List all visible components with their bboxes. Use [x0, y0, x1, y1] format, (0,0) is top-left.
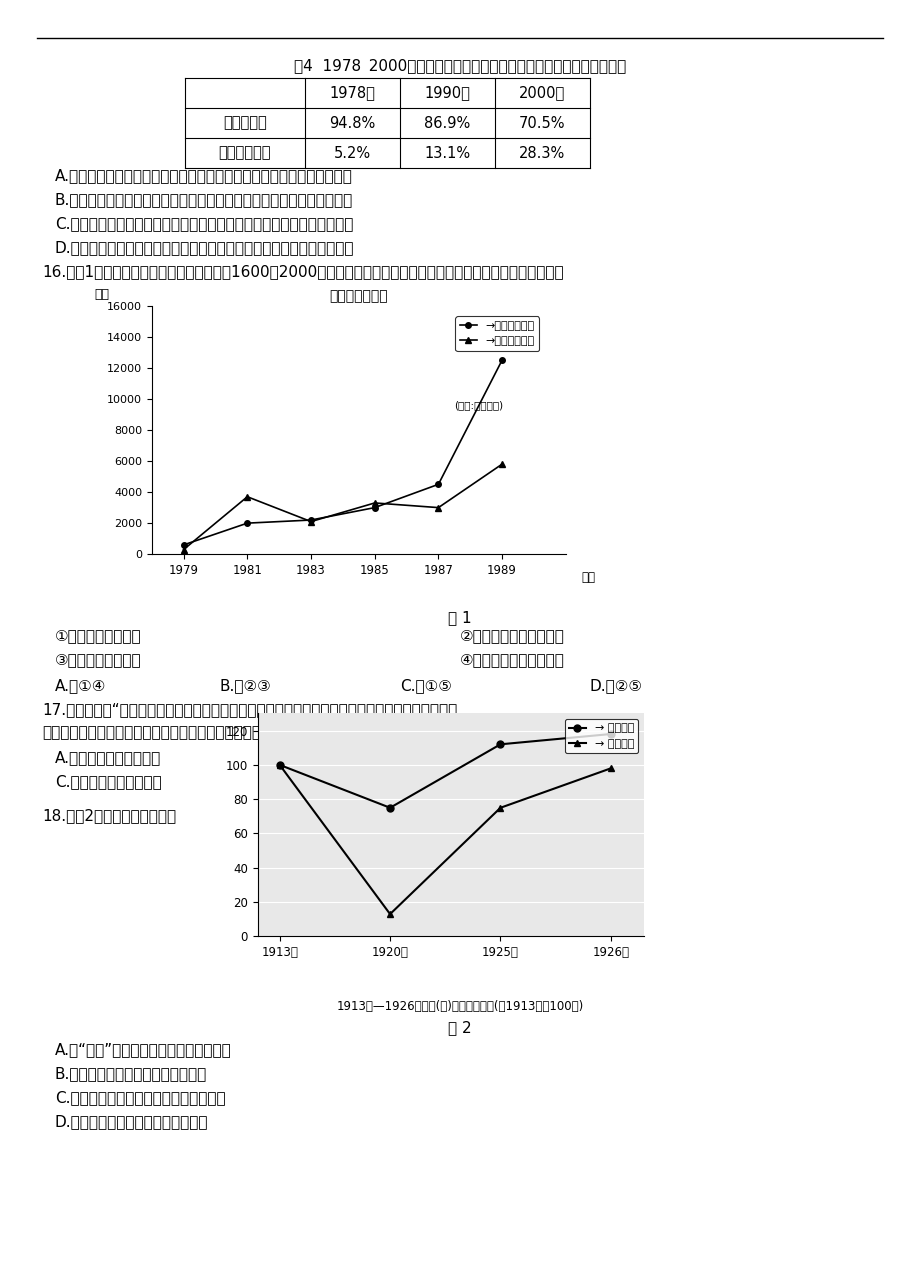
Text: (单位:百万美元): (单位:百万美元) — [454, 400, 503, 410]
Text: B.　我国非公有制经济的发展异常迅速，即将危及公有制经济的主体地位: B. 我国非公有制经济的发展异常迅速，即将危及公有制经济的主体地位 — [55, 192, 353, 206]
Text: 1913年—1926年苏俄(联)的工农业生产(以1913年为100算): 1913年—1926年苏俄(联)的工农业生产(以1913年为100算) — [336, 1000, 583, 1013]
Line: → 工业产奴: → 工业产奴 — [276, 762, 614, 917]
Text: ③中美两国正式建交: ③中美两国正式建交 — [55, 652, 142, 668]
Text: A.　民主是多数人的暴政: A. 民主是多数人的暴政 — [55, 750, 161, 764]
Text: 非公有制经济: 非公有制经济 — [219, 145, 271, 161]
Text: D.　不成熟的是司法而非民主: D. 不成熟的是司法而非民主 — [460, 775, 585, 789]
Text: D.　苏联已发展成为现代化的工业国: D. 苏联已发展成为现代化的工业国 — [55, 1113, 209, 1129]
Legend: → 农业产钉, → 工业产奴: → 农业产钉, → 工业产奴 — [564, 719, 638, 753]
Text: B.　②③: B. ②③ — [220, 678, 271, 693]
Text: 86.9%: 86.9% — [424, 116, 471, 130]
→中国对美出口 — [369, 499, 380, 515]
Line: → 农业产钉: → 农业产钉 — [276, 730, 614, 812]
→ 工业产奴 — [605, 761, 616, 776]
Y-axis label: 金额: 金额 — [95, 288, 109, 301]
→美国对华出口 — [496, 456, 507, 471]
Text: 5.2%: 5.2% — [334, 145, 370, 161]
→ 工业产奴 — [274, 757, 285, 772]
→美国对华出口 — [242, 489, 253, 505]
→ 工业产奴 — [384, 907, 395, 922]
Text: C.　民主政治是较完美的: C. 民主政治是较完美的 — [55, 775, 162, 789]
Text: 图 2: 图 2 — [448, 1020, 471, 1034]
Text: 1990年: 1990年 — [424, 85, 470, 101]
Text: 年份: 年份 — [581, 571, 596, 583]
Line: →美国对华出口: →美国对华出口 — [181, 461, 505, 553]
→美国对华出口 — [369, 496, 380, 511]
Text: 16.　图1是根据徐中约所著《中国近历史，1600～2000，中国的奖斗》数据绘制的。导致图中中美贸易变化的因素有: 16. 图1是根据徐中约所著《中国近历史，1600～2000，中国的奖斗》数据绘… — [42, 264, 563, 279]
Text: 13.1%: 13.1% — [424, 145, 470, 161]
Text: D.　社会主义市场经济体制改革目标的确立促进了非公有制经济迅速发展: D. 社会主义市场经济体制改革目标的确立促进了非公有制经济迅速发展 — [55, 240, 354, 255]
→中国对美出口 — [433, 476, 444, 492]
Text: 2000年: 2000年 — [519, 85, 565, 101]
→美国对华出口 — [178, 541, 189, 557]
Line: →中国对美出口: →中国对美出口 — [181, 357, 505, 548]
Text: A.　“一战”未给我信国经济造成巨大捯失: A. “一战”未给我信国经济造成巨大捯失 — [55, 1042, 232, 1057]
Text: 28.3%: 28.3% — [519, 145, 565, 161]
Text: 1978年: 1978年 — [329, 85, 375, 101]
→ 农业产钉 — [494, 736, 505, 752]
→中国对美出口 — [496, 353, 507, 368]
→ 农业产钉 — [605, 726, 616, 741]
Text: 公有制经济: 公有制经济 — [223, 116, 267, 130]
Text: 94.8%: 94.8% — [329, 116, 375, 130]
→美国对华出口 — [433, 499, 444, 515]
Text: 70.5%: 70.5% — [518, 116, 565, 130]
Text: C.　新经济政策使苏联国民经济基本恢复: C. 新经济政策使苏联国民经济基本恢复 — [55, 1091, 225, 1105]
Text: 图 1: 图 1 — [448, 610, 471, 626]
Text: B.　优先发展重工业的方针初见成效: B. 优先发展重工业的方针初见成效 — [55, 1066, 207, 1082]
→ 工业产奴 — [494, 800, 505, 815]
→ 农业产钉 — [384, 800, 395, 815]
Text: 17.　有人说：“真正杀死苏格拉底的不是民主本身，虽然民主的确可能导致多数人的暴政；杀死苏格: 17. 有人说：“真正杀死苏格拉底的不是民主本身，虽然民主的确可能导致多数人的暴… — [42, 702, 457, 717]
→中国对美出口 — [242, 516, 253, 531]
Title: 中美贸易统计图: 中美贸易统计图 — [329, 289, 388, 303]
→ 农业产钉 — [274, 757, 285, 772]
Text: B.　民主审判与司法独立相悴: B. 民主审判与司法独立相悴 — [460, 750, 584, 764]
Text: 表4  1978 2000年中国公有制与非公有制经济所占国民经济的比重情况: 表4 1978 2000年中国公有制与非公有制经济所占国民经济的比重情况 — [293, 59, 626, 73]
Text: ④中国加入世界贸易组织: ④中国加入世界贸易组织 — [460, 652, 564, 668]
Text: ①中国实行改革开放: ①中国实行改革开放 — [55, 628, 142, 643]
Legend: →中国对美出口, →美国对华出口: →中国对美出口, →美国对华出口 — [455, 316, 539, 350]
Text: A.　①④: A. ①④ — [55, 678, 107, 693]
→美国对华出口 — [305, 513, 316, 529]
Text: 拉底的真正凶手是民主的审判，是背离了司法自身灵魂的雅典司法。”这句话意在说明古代雅典: 拉底的真正凶手是民主的审判，是背离了司法自身灵魂的雅典司法。”这句话意在说明古代… — [42, 724, 433, 739]
Text: C.　中共十一届三中全会的召开对推动我国产业结构变化发挥了重要作用: C. 中共十一届三中全会的召开对推动我国产业结构变化发挥了重要作用 — [55, 217, 353, 231]
Text: D.　②⑤: D. ②⑤ — [589, 678, 642, 693]
Text: ②中国加入亚太经合组织: ②中国加入亚太经合组织 — [460, 628, 564, 643]
Text: A.　中共十一届三中全会决定改变单一的公有制经济为多种经济成分并存: A. 中共十一届三中全会决定改变单一的公有制经济为多种经济成分并存 — [55, 168, 353, 183]
Text: 18.　图2反映出的历史信息有: 18. 图2反映出的历史信息有 — [42, 808, 176, 823]
Text: C.　①⑤: C. ①⑤ — [400, 678, 451, 693]
→中国对美出口 — [178, 538, 189, 553]
→中国对美出口 — [305, 512, 316, 527]
